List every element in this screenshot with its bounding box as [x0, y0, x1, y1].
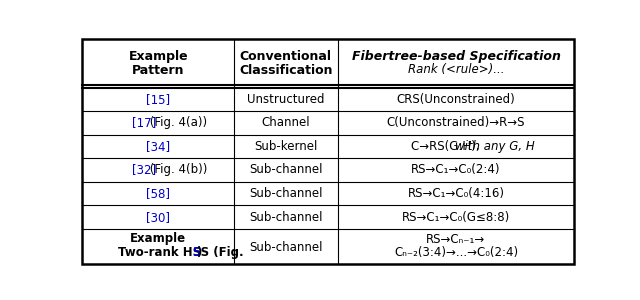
- Text: [58]: [58]: [147, 187, 170, 200]
- Text: (Fig. 4(a)): (Fig. 4(a)): [145, 116, 207, 129]
- Text: Sub-channel: Sub-channel: [249, 211, 323, 224]
- Text: Sub-channel: Sub-channel: [249, 187, 323, 200]
- Text: Sub-kernel: Sub-kernel: [254, 140, 317, 153]
- Text: Fibertree-based Specification: Fibertree-based Specification: [351, 50, 561, 63]
- Text: RS→Cₙ₋₁→: RS→Cₙ₋₁→: [426, 232, 486, 246]
- Text: Example: Example: [131, 232, 186, 245]
- Text: Conventional: Conventional: [240, 50, 332, 63]
- Text: [30]: [30]: [147, 211, 170, 224]
- Text: ): ): [196, 246, 202, 259]
- Text: 5: 5: [192, 246, 200, 259]
- Text: [15]: [15]: [147, 93, 170, 106]
- Text: Pattern: Pattern: [132, 64, 184, 77]
- Text: Two-rank HSS (Fig.: Two-rank HSS (Fig.: [118, 246, 247, 259]
- Text: Example: Example: [129, 50, 188, 63]
- Text: CRS(Unconstrained): CRS(Unconstrained): [397, 93, 515, 106]
- Text: C(Unconstrained)→R→S: C(Unconstrained)→R→S: [387, 116, 525, 129]
- Text: RS→C₁→C₀(4:16): RS→C₁→C₀(4:16): [408, 187, 504, 200]
- Text: RS→C₁→C₀(G≤8:8): RS→C₁→C₀(G≤8:8): [402, 211, 510, 224]
- Text: Rank (<rule>)...: Rank (<rule>)...: [408, 63, 504, 76]
- Text: Sub-channel: Sub-channel: [249, 242, 323, 254]
- Text: Classification: Classification: [239, 64, 333, 77]
- Text: [17]: [17]: [132, 116, 156, 129]
- Text: Cₙ₋₂(3:4)→...→C₀(2:4): Cₙ₋₂(3:4)→...→C₀(2:4): [394, 246, 518, 260]
- Text: (Fig. 4(b)): (Fig. 4(b)): [145, 164, 207, 176]
- Text: RS→C₁→C₀(2:4): RS→C₁→C₀(2:4): [412, 164, 500, 176]
- Text: Channel: Channel: [262, 116, 310, 129]
- Text: [34]: [34]: [147, 140, 170, 153]
- Text: [32]: [32]: [132, 164, 156, 176]
- Text: Unstructured: Unstructured: [247, 93, 324, 106]
- Text: with any G, H: with any G, H: [455, 140, 535, 153]
- Text: Sub-channel: Sub-channel: [249, 164, 323, 176]
- Text: C→RS(G:H),: C→RS(G:H),: [411, 140, 483, 153]
